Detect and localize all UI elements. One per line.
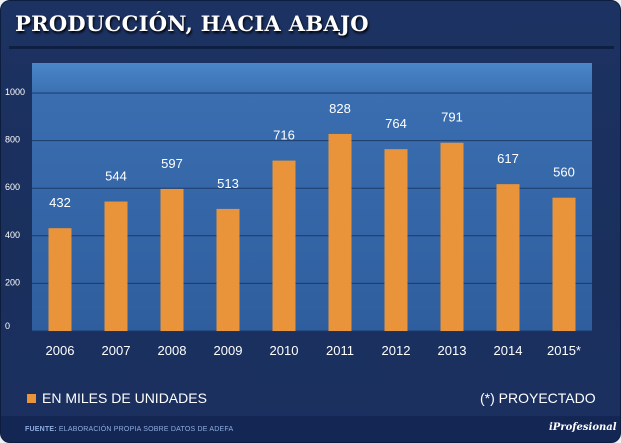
bar bbox=[496, 184, 520, 331]
x-tick-label: 2006 bbox=[46, 343, 75, 358]
bar bbox=[104, 201, 128, 331]
data-label: 828 bbox=[329, 101, 351, 116]
x-tick-label: 2011 bbox=[326, 343, 354, 358]
source-note: FUENTE: ELABORACIÓN PROPIA SOBRE DATOS D… bbox=[25, 426, 233, 433]
bar bbox=[272, 160, 296, 331]
chart-title: PRODUCCIÓN, HACIA ABAJO bbox=[15, 11, 369, 36]
x-tick-label: 2012 bbox=[382, 343, 411, 358]
data-label: 791 bbox=[441, 110, 463, 125]
x-tick-label: 2009 bbox=[214, 343, 243, 358]
y-tick-label: 400 bbox=[5, 230, 20, 240]
data-labels: 432 544 597 513 716 828 764 791 617 560 bbox=[49, 101, 575, 210]
bar bbox=[384, 149, 408, 331]
y-tick-label: 0 bbox=[5, 321, 10, 331]
bar bbox=[552, 197, 576, 331]
x-tick-label: 2007 bbox=[102, 343, 131, 358]
x-tick-label: 2015* bbox=[547, 343, 581, 358]
data-label: 716 bbox=[273, 128, 295, 143]
data-label: 560 bbox=[553, 165, 575, 180]
bar bbox=[160, 188, 184, 331]
bar bbox=[328, 133, 352, 331]
chart-panel bbox=[32, 63, 592, 93]
source-label: FUENTE: bbox=[25, 426, 57, 433]
x-tick-label: 2010 bbox=[270, 343, 299, 358]
legend-series-label: EN MILES DE UNIDADES bbox=[42, 390, 207, 406]
bars bbox=[48, 133, 576, 331]
legend-note: (*) PROYECTADO bbox=[480, 390, 596, 406]
footer-bar bbox=[1, 416, 620, 442]
title-divider bbox=[9, 46, 614, 49]
data-label: 544 bbox=[105, 169, 127, 184]
x-tick-label: 2013 bbox=[438, 343, 467, 358]
y-tick-label: 600 bbox=[5, 182, 20, 192]
brand-logo: iProfesional bbox=[549, 422, 617, 433]
y-tick-label: 800 bbox=[5, 135, 20, 145]
data-label: 617 bbox=[497, 151, 519, 166]
source-text: ELABORACIÓN PROPIA SOBRE DATOS DE ADEFA bbox=[58, 426, 234, 433]
data-label: 764 bbox=[385, 116, 407, 131]
data-label: 597 bbox=[161, 156, 183, 171]
x-tick-label: 2008 bbox=[158, 343, 187, 358]
legend-swatch bbox=[27, 393, 36, 403]
x-tick-label: 2014 bbox=[494, 343, 523, 358]
y-axis-ticks: 0 200 400 600 800 1000 bbox=[5, 87, 25, 331]
data-label: 513 bbox=[217, 176, 239, 191]
y-tick-label: 1000 bbox=[5, 87, 25, 97]
bar bbox=[440, 142, 464, 331]
bar bbox=[216, 208, 240, 331]
y-tick-label: 200 bbox=[5, 277, 20, 287]
bar bbox=[48, 228, 72, 331]
legend-series: EN MILES DE UNIDADES bbox=[27, 390, 207, 406]
data-label: 432 bbox=[49, 195, 71, 210]
x-axis-ticks: 2006 2007 2008 2009 2010 2011 2012 2013 2014 2015… bbox=[46, 343, 581, 358]
